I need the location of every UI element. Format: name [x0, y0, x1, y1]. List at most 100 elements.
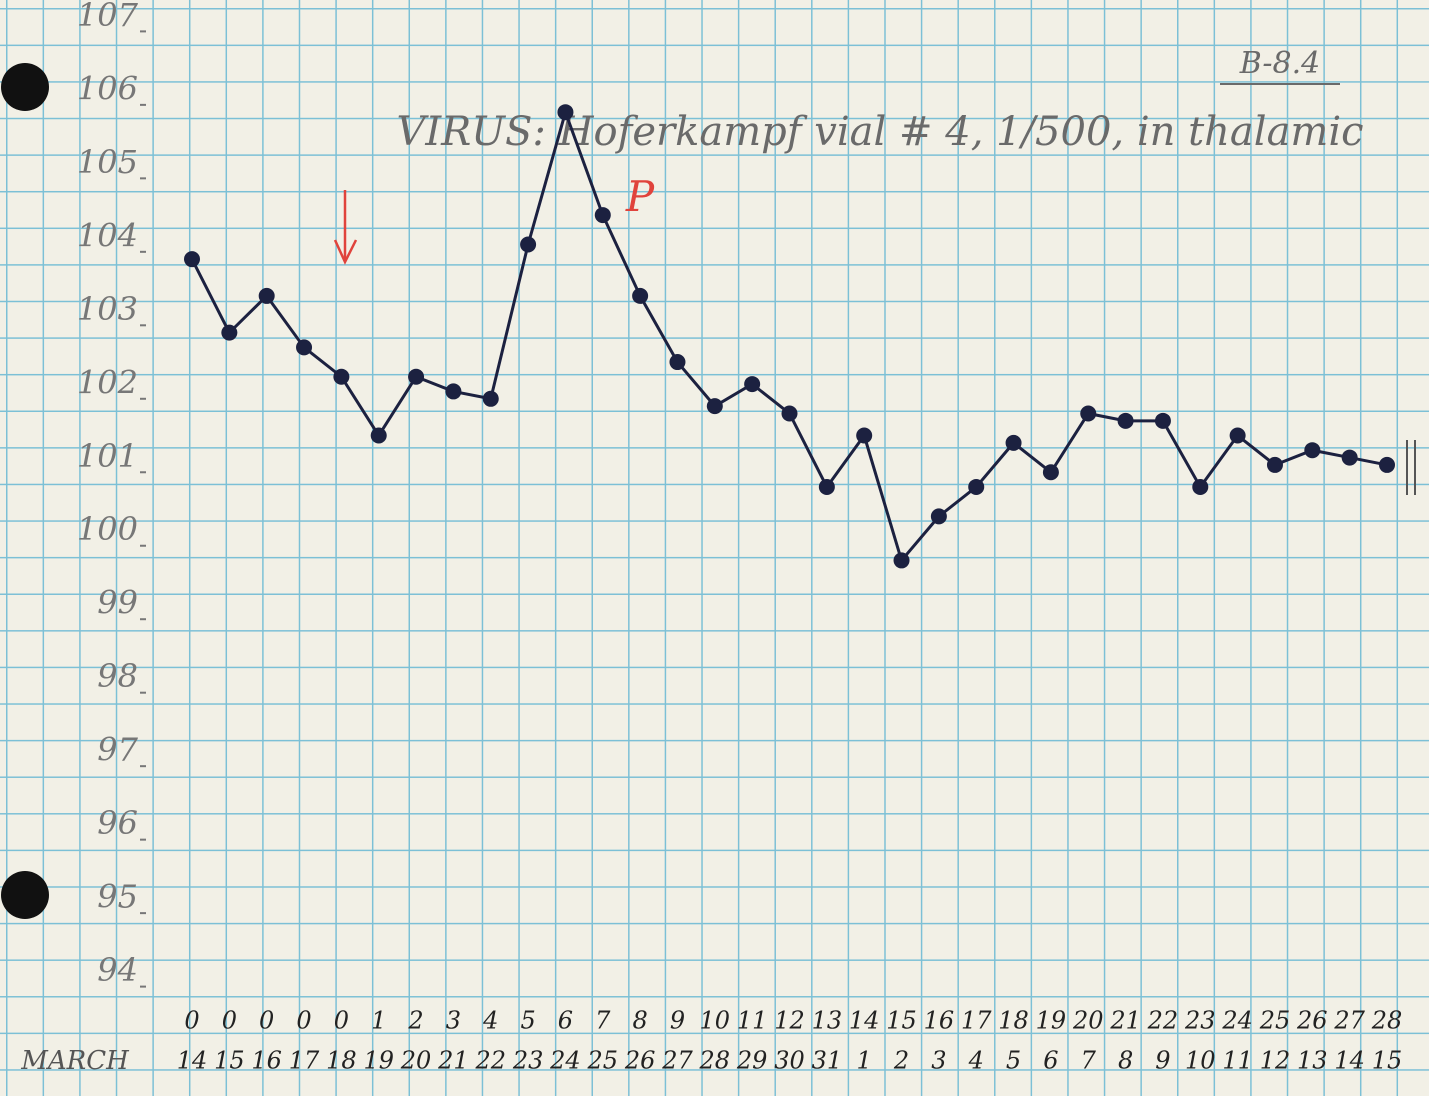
- x-tick-label: 21: [1109, 1007, 1141, 1035]
- y-tick-label: 103: [77, 290, 138, 328]
- data-point: [333, 369, 349, 385]
- x-tick-label: 19: [1036, 1007, 1067, 1035]
- punch-hole: [1, 63, 49, 111]
- data-point: [221, 325, 237, 341]
- y-tick-label: 98: [97, 657, 138, 695]
- x-tick-label: 6: [558, 1007, 573, 1035]
- date-label: 30: [774, 1047, 805, 1075]
- x-tick-label: 13: [812, 1007, 843, 1035]
- data-point: [483, 391, 499, 407]
- data-point: [1379, 457, 1395, 473]
- date-label: 5: [1006, 1047, 1021, 1075]
- x-tick-label: 23: [1184, 1007, 1216, 1035]
- data-point: [296, 339, 312, 355]
- chart-title: VIRUS: Hoferkampf vial # 4, 1/500, in th…: [396, 109, 1363, 155]
- x-tick-label: 5: [520, 1007, 535, 1035]
- data-point: [1155, 413, 1171, 429]
- x-tick-label: 25: [1259, 1007, 1291, 1035]
- data-point: [1267, 457, 1283, 473]
- date-label: 7: [1081, 1047, 1097, 1075]
- date-label: 23: [512, 1047, 544, 1075]
- punch-hole: [1, 871, 49, 919]
- x-axis-label: MARCH: [20, 1046, 130, 1076]
- y-tick-label: 107: [77, 0, 139, 34]
- x-tick-label: 2: [407, 1007, 423, 1035]
- date-label: 4: [968, 1047, 984, 1075]
- data-point: [557, 104, 573, 120]
- x-tick-label: 11: [737, 1007, 768, 1035]
- x-tick-label: 12: [774, 1007, 805, 1035]
- chart: VIRUS: Hoferkampf vial # 4, 1/500, in th…: [0, 0, 1429, 1096]
- data-point: [445, 383, 461, 399]
- date-label: 21: [437, 1047, 469, 1075]
- date-label: 19: [363, 1047, 394, 1075]
- data-point: [632, 288, 648, 304]
- y-tick-label: 104: [77, 216, 138, 254]
- data-point: [1342, 450, 1358, 466]
- date-label: 18: [326, 1047, 357, 1075]
- x-tick-label: 15: [886, 1007, 917, 1035]
- y-tick-label: 106: [77, 69, 138, 107]
- date-label: 15: [1372, 1047, 1403, 1075]
- x-tick-label: 20: [1072, 1007, 1104, 1035]
- date-label: 22: [474, 1047, 506, 1075]
- x-tick-label: 26: [1296, 1007, 1328, 1035]
- data-point: [1192, 479, 1208, 495]
- y-tick-label: 99: [97, 584, 138, 622]
- y-tick-label: 96: [97, 804, 138, 842]
- x-tick-label: 8: [632, 1007, 647, 1035]
- data-point: [894, 552, 910, 568]
- x-tick-label: 0: [184, 1007, 199, 1035]
- date-label: 8: [1118, 1047, 1133, 1075]
- x-tick-label: 24: [1221, 1007, 1253, 1035]
- x-tick-label: 3: [446, 1007, 461, 1035]
- data-point: [744, 376, 760, 392]
- date-label: 9: [1155, 1047, 1170, 1075]
- data-point: [595, 207, 611, 223]
- date-label: 31: [812, 1047, 843, 1075]
- x-tick-label: 16: [924, 1007, 955, 1035]
- date-label: 1: [857, 1047, 872, 1075]
- data-point: [1043, 464, 1059, 480]
- page: VIRUS: Hoferkampf vial # 4, 1/500, in th…: [0, 0, 1429, 1096]
- data-point: [1118, 413, 1134, 429]
- data-point: [1080, 405, 1096, 421]
- y-tick-label: 100: [77, 510, 138, 548]
- code-label: B-8.4: [1239, 46, 1320, 81]
- date-label: 26: [624, 1047, 656, 1075]
- date-label: 3: [931, 1047, 946, 1075]
- date-label: 13: [1297, 1047, 1328, 1075]
- data-point: [968, 479, 984, 495]
- data-point: [371, 428, 387, 444]
- date-label: 25: [587, 1047, 619, 1075]
- date-label: 28: [699, 1047, 731, 1075]
- data-point: [707, 398, 723, 414]
- x-tick-label: 28: [1371, 1007, 1403, 1035]
- data-point: [1006, 435, 1022, 451]
- x-tick-label: 17: [961, 1007, 992, 1035]
- y-tick-label: 101: [77, 437, 138, 475]
- date-label: 2: [893, 1047, 909, 1075]
- x-tick-label: 10: [700, 1007, 731, 1035]
- data-point: [408, 369, 424, 385]
- data-point: [819, 479, 835, 495]
- date-label: 12: [1260, 1047, 1291, 1075]
- data-point: [931, 508, 947, 524]
- x-tick-label: 27: [1333, 1007, 1365, 1035]
- date-label: 11: [1222, 1047, 1253, 1075]
- x-tick-label: 0: [222, 1007, 237, 1035]
- data-point: [520, 236, 536, 252]
- data-line: [192, 112, 1387, 560]
- data-point: [259, 288, 275, 304]
- y-tick-label: 95: [97, 878, 138, 916]
- date-label: 14: [1334, 1047, 1365, 1075]
- data-point: [782, 405, 798, 421]
- date-label: 20: [400, 1047, 432, 1075]
- x-tick-label: 14: [849, 1007, 880, 1035]
- x-tick-label: 18: [998, 1007, 1029, 1035]
- y-tick-label: 102: [77, 363, 138, 401]
- date-label: 27: [661, 1047, 693, 1075]
- date-label: 6: [1043, 1047, 1058, 1075]
- date-label: 10: [1185, 1047, 1216, 1075]
- x-tick-label: 9: [670, 1007, 685, 1035]
